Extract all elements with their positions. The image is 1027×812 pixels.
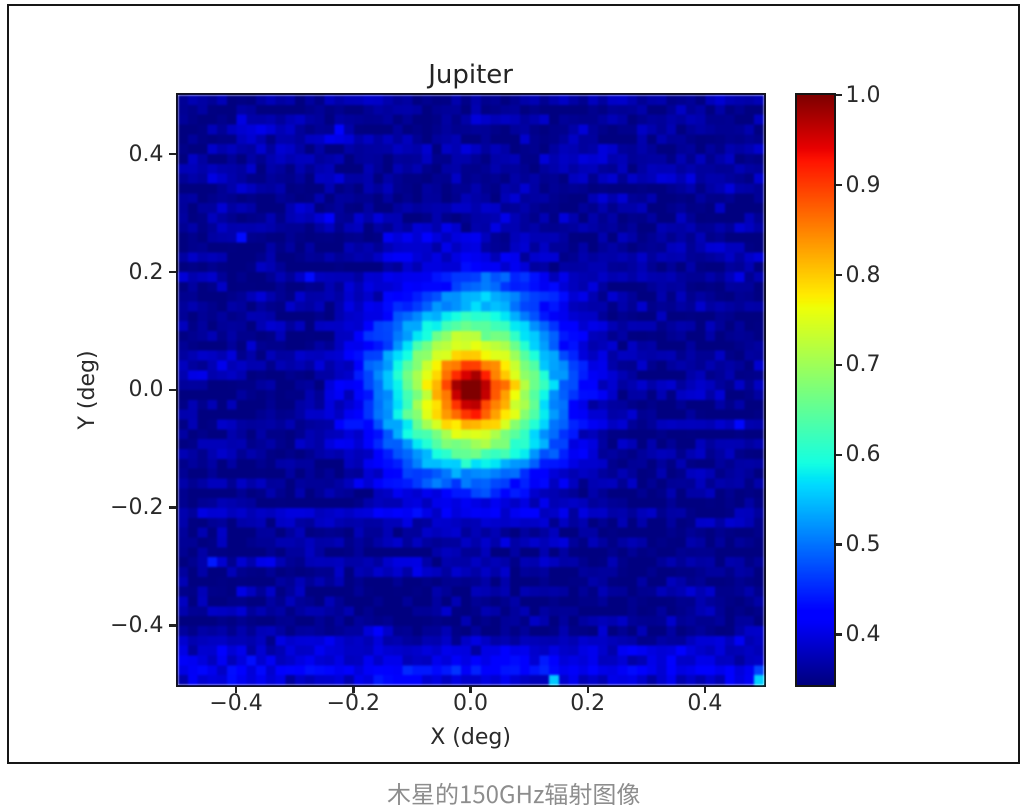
y-axis-tick-label: −0.2 (110, 495, 164, 521)
colorbar-tick-label: 1.0 (845, 82, 881, 108)
caption-glyphs (387, 782, 640, 805)
y-axis-tick (169, 506, 176, 509)
colorbar-tick (835, 453, 842, 456)
y-axis-label: Y (deg) (75, 349, 100, 430)
chart-title: Jupiter (428, 60, 513, 91)
colorbar-tick-label: 0.5 (845, 532, 881, 558)
colorbar-tick (835, 633, 842, 636)
x-axis-label: X (deg) (430, 724, 511, 750)
heatmap-image (177, 95, 764, 685)
heatmap-frame (175, 93, 766, 687)
colorbar-tick (835, 183, 842, 187)
x-axis-tick-label: 0.2 (570, 691, 606, 717)
colorbar-tick-label: 0.4 (845, 622, 881, 648)
y-axis-tick (169, 152, 176, 156)
colorbar-tick (835, 363, 842, 366)
x-axis-tick (703, 686, 707, 693)
colorbar-tick-label: 0.6 (845, 442, 881, 468)
x-axis-tick-label: −0.4 (209, 691, 263, 717)
y-axis-tick (169, 388, 176, 391)
x-axis-tick-label: 0.0 (453, 691, 488, 717)
y-axis-tick (169, 270, 176, 274)
colorbar-tick-label: 0.9 (845, 172, 881, 198)
colorbar-tick (835, 93, 842, 97)
y-axis-tick-label: −0.4 (110, 613, 164, 639)
y-axis-tick (169, 624, 176, 627)
colorbar-gradient (797, 95, 834, 685)
x-axis-tick (234, 686, 238, 693)
colorbar-tick (835, 543, 842, 546)
colorbar-tick (835, 273, 842, 277)
y-axis-tick-label: 0.4 (128, 141, 164, 167)
x-axis-tick (352, 686, 355, 693)
x-axis-tick (469, 686, 472, 693)
x-axis-tick-label: −0.2 (326, 691, 380, 717)
colorbar-tick-label: 0.7 (845, 352, 881, 378)
colorbar-tick-label: 0.8 (845, 262, 881, 288)
y-axis-tick-label: 0.0 (128, 377, 164, 403)
y-axis-tick-label: 0.2 (128, 259, 164, 285)
x-axis-tick (586, 686, 589, 693)
colorbar-frame (795, 93, 836, 687)
x-axis-tick-label: 0.4 (687, 691, 723, 717)
